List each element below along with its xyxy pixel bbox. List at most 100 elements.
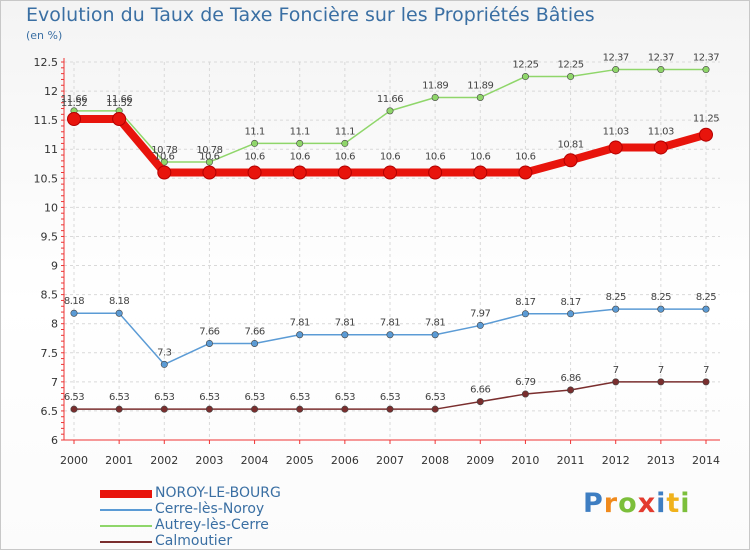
chart-grid [64, 61, 720, 441]
y-tick-label: 8.5 [41, 289, 59, 302]
data-point [431, 331, 439, 339]
legend-swatch-autrey [100, 525, 152, 527]
data-label: 10.6 [244, 151, 264, 162]
data-point [157, 165, 172, 180]
data-label: 6.53 [425, 392, 445, 403]
data-point [205, 158, 213, 166]
data-label: 6.79 [515, 377, 535, 388]
x-tick-label: 2010 [511, 454, 539, 467]
data-point [251, 405, 259, 413]
data-point [476, 93, 484, 101]
data-label: 11.66 [61, 94, 87, 105]
x-tick-label: 2013 [647, 454, 675, 467]
data-label: 10.6 [515, 151, 535, 162]
data-point [702, 378, 710, 386]
data-label: 12.37 [648, 53, 674, 64]
data-point [112, 111, 127, 126]
data-point [612, 378, 620, 386]
data-label: 11.52 [61, 98, 87, 109]
legend-label-cerre: Cerre-lès-Noroy [155, 501, 265, 517]
data-label: 6.53 [154, 392, 174, 403]
y-tick-label: 11 [44, 143, 58, 156]
data-point [383, 165, 397, 180]
data-label: 6.53 [109, 392, 129, 403]
data-label: 7 [658, 365, 664, 376]
data-point [251, 139, 259, 147]
data-label: 6.53 [335, 392, 355, 403]
y-tick-label: 11.5 [34, 114, 59, 127]
data-point [699, 127, 713, 142]
logo-letter: o [618, 488, 638, 519]
data-point [567, 73, 575, 81]
data-label: 10.6 [199, 151, 219, 162]
x-tick-label: 2006 [331, 454, 359, 467]
data-point [296, 331, 304, 339]
data-label: 11.52 [106, 98, 132, 109]
data-label: 12.25 [558, 60, 584, 71]
data-point [205, 405, 213, 413]
x-tick-label: 2011 [557, 454, 585, 467]
data-label: 11.1 [244, 126, 264, 137]
x-tick-label: 2003 [195, 454, 223, 467]
data-point [386, 405, 394, 413]
y-tick-label: 9.5 [41, 230, 59, 243]
x-tick-label: 2008 [421, 454, 449, 467]
data-label: 6.53 [199, 392, 219, 403]
y-axis: 6 6.5 7 7.5 8 8.5 9 9.5 10 10.5 11 11.5 12 12.5 [34, 56, 65, 447]
y-tick-label: 7 [51, 376, 58, 389]
data-label: 11.03 [603, 126, 629, 137]
data-point [431, 405, 439, 413]
x-tick-label: 2005 [286, 454, 314, 467]
data-point [341, 139, 349, 147]
y-tick-label: 12.5 [34, 56, 59, 69]
data-point [386, 107, 394, 115]
data-point [202, 165, 217, 180]
data-point [608, 140, 623, 155]
data-label: 6.53 [290, 392, 310, 403]
data-point [473, 165, 488, 180]
x-tick-label: 2014 [692, 454, 720, 467]
data-point [205, 339, 213, 347]
data-point [657, 378, 665, 386]
y-tick-label: 7.5 [41, 347, 59, 360]
data-label: 7.81 [380, 318, 400, 329]
data-label: 6.53 [244, 392, 264, 403]
legend-label-autrey: Autrey-lès-Cerre [155, 517, 269, 533]
data-point [341, 331, 349, 339]
legend-swatch-noroy [100, 490, 152, 498]
data-label: 8.17 [560, 297, 580, 308]
data-label: 10.6 [425, 151, 445, 162]
data-label: 11.89 [467, 80, 493, 91]
data-point [521, 390, 529, 398]
x-tick-label: 2012 [602, 454, 630, 467]
data-label: 11.03 [648, 126, 674, 137]
x-tick-label: 2002 [150, 454, 178, 467]
data-label: 8.17 [515, 297, 535, 308]
data-point [386, 331, 394, 339]
data-label: 6.53 [380, 392, 400, 403]
data-point [567, 386, 575, 394]
y-tick-label: 12 [44, 85, 58, 98]
x-axis: 2000 2001 2002 2003 2004 2005 2006 2007 2008 2009… [60, 439, 720, 467]
data-point [67, 111, 81, 126]
data-point [337, 165, 352, 180]
chart-subtitle: (en %) [26, 29, 63, 42]
data-point [431, 93, 439, 101]
data-point [518, 165, 533, 180]
data-label: 10.6 [380, 151, 400, 162]
data-label: 7.66 [244, 326, 264, 337]
data-label: 8.18 [64, 296, 84, 307]
data-point [657, 66, 665, 74]
data-point [251, 339, 259, 347]
data-point [563, 153, 578, 168]
data-point [567, 310, 575, 318]
data-point [160, 405, 168, 413]
data-label: 11.1 [290, 126, 310, 137]
data-point [296, 139, 304, 147]
proxiti-logo: Proxiti [583, 488, 691, 519]
data-label: 7.81 [290, 318, 310, 329]
data-label: 10.81 [558, 139, 584, 150]
data-label: 7.97 [470, 308, 490, 319]
data-point [476, 321, 484, 329]
